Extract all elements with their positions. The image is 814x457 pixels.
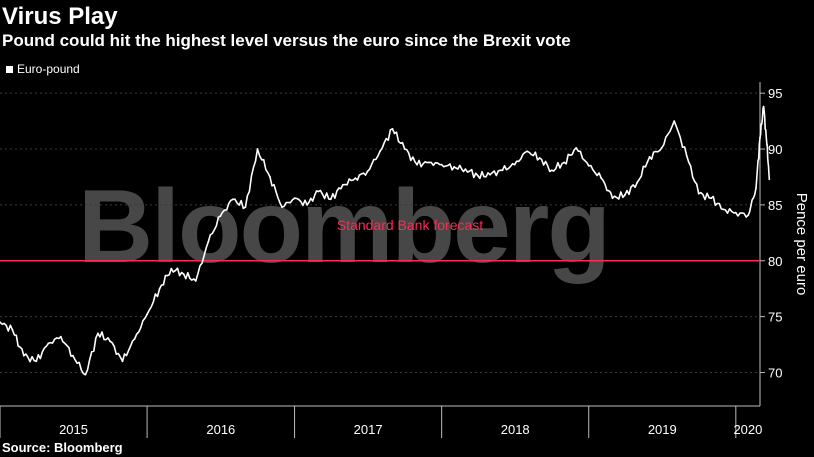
data-point (84, 373, 87, 376)
y-tick-label: 85 (768, 198, 782, 213)
data-point (624, 193, 626, 196)
legend-label: Euro-pound (17, 62, 80, 76)
data-point (416, 163, 418, 166)
data-point (477, 174, 479, 177)
legend-swatch (6, 65, 13, 73)
data-point (269, 176, 271, 178)
x-tick-label: 2015 (59, 422, 88, 437)
chart-title: Virus Play (2, 3, 118, 30)
data-point (563, 161, 566, 164)
data-point (575, 147, 578, 149)
data-point (11, 329, 14, 331)
data-point (146, 313, 149, 316)
data-point (710, 197, 713, 200)
data-point (121, 360, 124, 363)
y-tick-label: 95 (768, 86, 782, 101)
data-point (766, 143, 768, 146)
chart-subtitle: Pound could hit the highest level versus… (2, 31, 571, 50)
data-point (207, 240, 210, 243)
data-point (293, 197, 296, 200)
y-tick-label: 70 (768, 365, 782, 380)
x-tick-label: 2017 (354, 422, 383, 437)
data-point (428, 161, 431, 164)
data-point (232, 198, 234, 201)
data-point (281, 206, 283, 209)
watermark: Bloomberg (78, 169, 609, 285)
data-point (768, 178, 771, 181)
data-point (513, 163, 516, 166)
data-point (342, 183, 344, 186)
data-point (391, 127, 394, 130)
data-point (97, 332, 99, 335)
x-tick-label: 2016 (206, 422, 235, 437)
data-point (611, 197, 614, 200)
data-point (403, 148, 406, 150)
data-point (317, 190, 320, 193)
series-group (0, 105, 771, 376)
data-point (329, 198, 332, 201)
data-point (170, 267, 173, 270)
data-point (35, 360, 38, 363)
data-point (453, 166, 455, 168)
data-point (648, 156, 651, 158)
data-point (182, 273, 185, 276)
data-point (244, 206, 247, 209)
x-axis: 2015 2016 2017 2018 2019 2020 (0, 405, 762, 438)
data-point (72, 354, 74, 357)
data-point (22, 354, 25, 357)
data-point (133, 338, 136, 340)
data-point (762, 105, 765, 108)
x-tick-label: 2019 (648, 422, 677, 437)
data-point (440, 163, 443, 166)
y-axis-label: Pence per euro (793, 193, 810, 296)
reference-label: Standard Bank forecast (337, 217, 483, 233)
data-point (550, 169, 553, 172)
data-point (158, 287, 161, 290)
data-point (464, 168, 467, 171)
y-tick-label: 90 (768, 142, 782, 157)
data-point (660, 147, 663, 149)
data-point (673, 120, 676, 122)
data-point (747, 214, 750, 216)
legend: Euro-pound (6, 62, 80, 76)
source-note: Source: Bloomberg (2, 440, 123, 455)
y-axis: 70 75 80 85 90 95 (759, 82, 782, 406)
data-point (759, 137, 761, 139)
reference-lines: Standard Bank forecast (0, 217, 760, 262)
data-point (219, 215, 222, 218)
x-tick-label: 2020 (733, 422, 762, 437)
data-point (526, 150, 528, 153)
data-point (636, 181, 638, 184)
data-point (47, 342, 50, 345)
data-point (366, 170, 369, 173)
data-point (755, 187, 757, 190)
data-point (306, 204, 308, 206)
data-point (0, 321, 1, 324)
data-point (256, 148, 259, 150)
data-point (722, 208, 725, 211)
data-point (697, 192, 700, 195)
data-point (109, 340, 111, 343)
data-point (538, 157, 541, 159)
x-tick-label: 2018 (501, 422, 530, 437)
data-point (734, 211, 737, 214)
data-point (59, 335, 62, 338)
data-point (354, 177, 357, 180)
data-point (501, 169, 504, 172)
data-point (685, 154, 688, 157)
data-point (379, 150, 381, 153)
y-tick-label: 75 (768, 310, 782, 325)
data-point (600, 177, 603, 180)
data-point (489, 173, 491, 176)
data-point (587, 164, 590, 167)
data-point (194, 280, 197, 282)
y-tick-label: 80 (768, 254, 782, 269)
